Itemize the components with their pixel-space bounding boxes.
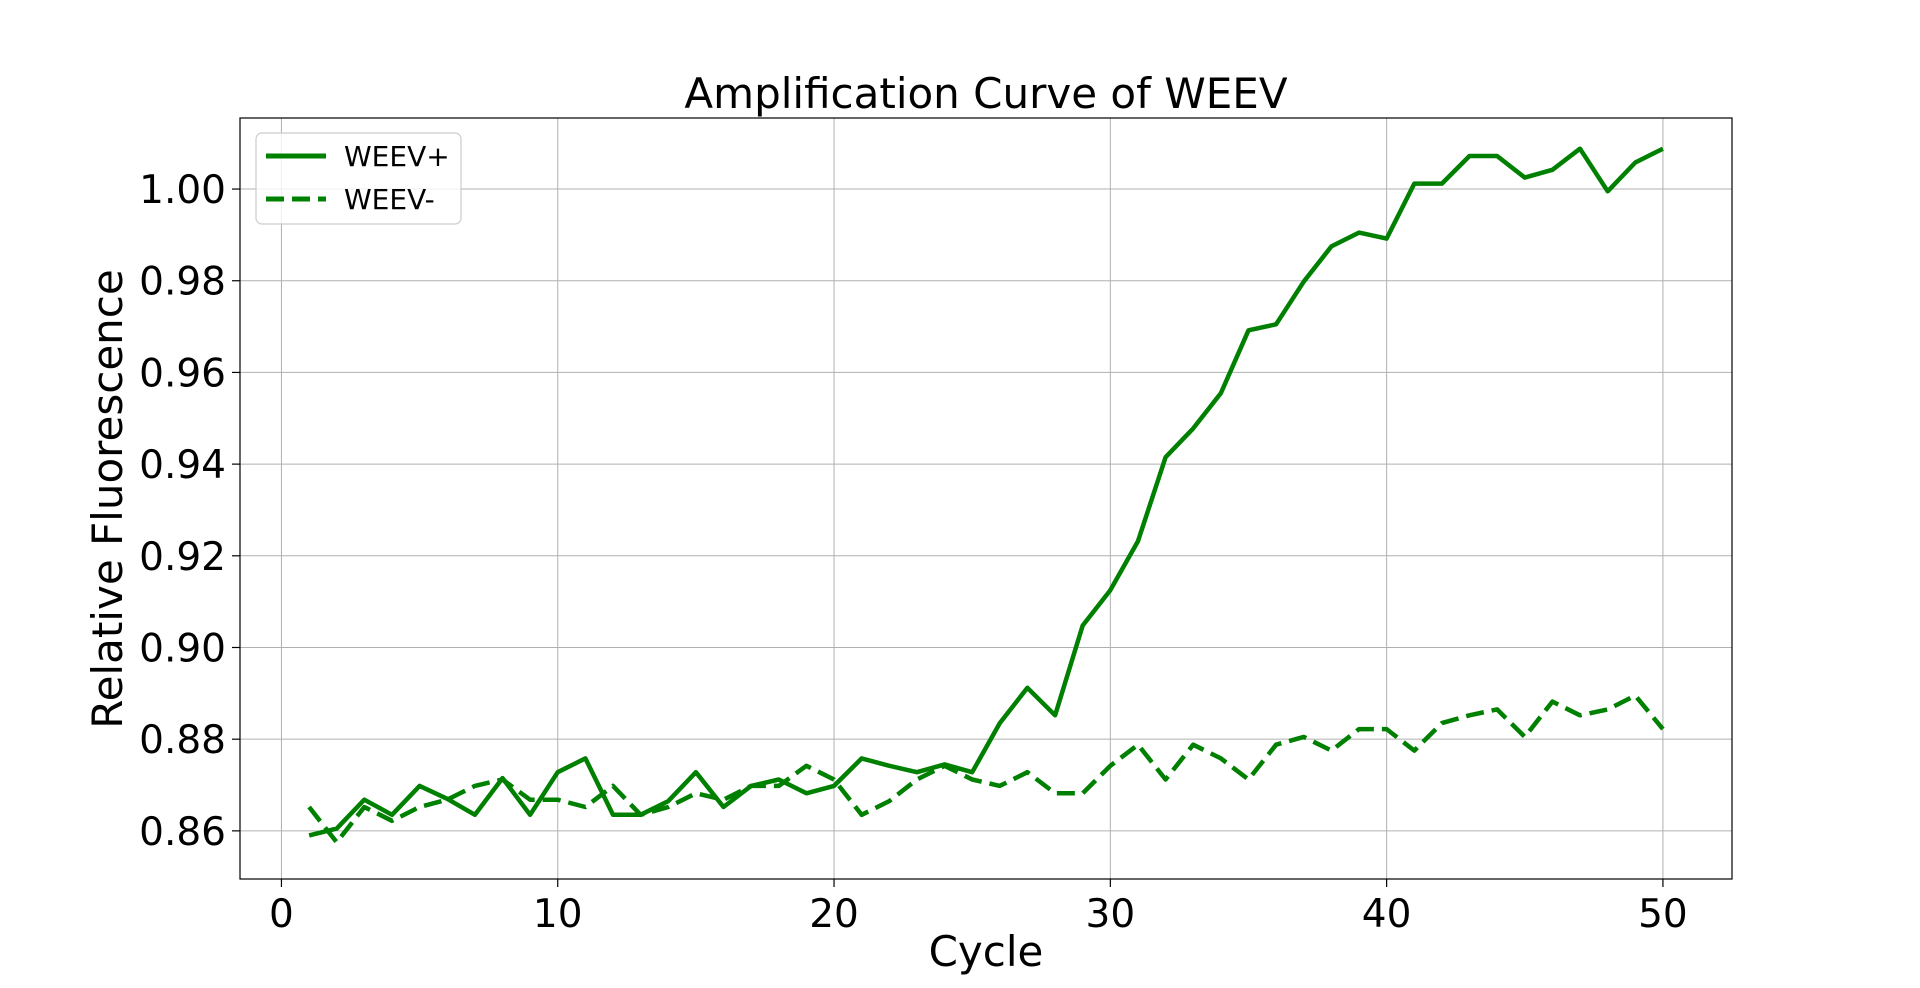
y-tick-label: 0.96 (139, 351, 226, 396)
y-tick-label: 1.00 (139, 168, 226, 213)
plot-frame (239, 117, 1733, 880)
y-axis-label: Relative Fluorescence (83, 269, 132, 728)
x-tick-label: 40 (1362, 892, 1412, 937)
x-tick-label: 20 (809, 892, 859, 937)
series-line-weev-plus (308, 146, 1664, 838)
legend: WEEV+ WEEV- (255, 132, 462, 225)
y-axis: 0.86 0.88 0.90 0.92 0.94 0.96 0.98 1.00 (139, 168, 240, 855)
series-line-weev-minus (307, 693, 1665, 845)
y-tick-label: 0.88 (139, 718, 226, 763)
grid-layer (240, 118, 1732, 879)
y-tick-label: 0.86 (139, 810, 226, 855)
x-tick-label: 10 (533, 892, 583, 937)
x-tick-label: 50 (1638, 892, 1688, 937)
chart-title: Amplification Curve of WEEV (684, 69, 1287, 118)
x-axis-label: Cycle (929, 927, 1044, 976)
legend-label-weev-minus: WEEV- (344, 183, 435, 216)
series-layer (307, 146, 1665, 845)
x-tick-label: 0 (269, 892, 294, 937)
y-tick-label: 0.90 (139, 626, 226, 671)
y-tick-label: 0.98 (139, 260, 226, 305)
x-tick-label: 30 (1086, 892, 1136, 937)
y-tick-label: 0.94 (139, 443, 226, 488)
x-axis: 0 10 20 30 40 50 (269, 879, 1688, 937)
legend-label-weev-plus: WEEV+ (344, 140, 450, 173)
y-tick-label: 0.92 (139, 535, 226, 580)
